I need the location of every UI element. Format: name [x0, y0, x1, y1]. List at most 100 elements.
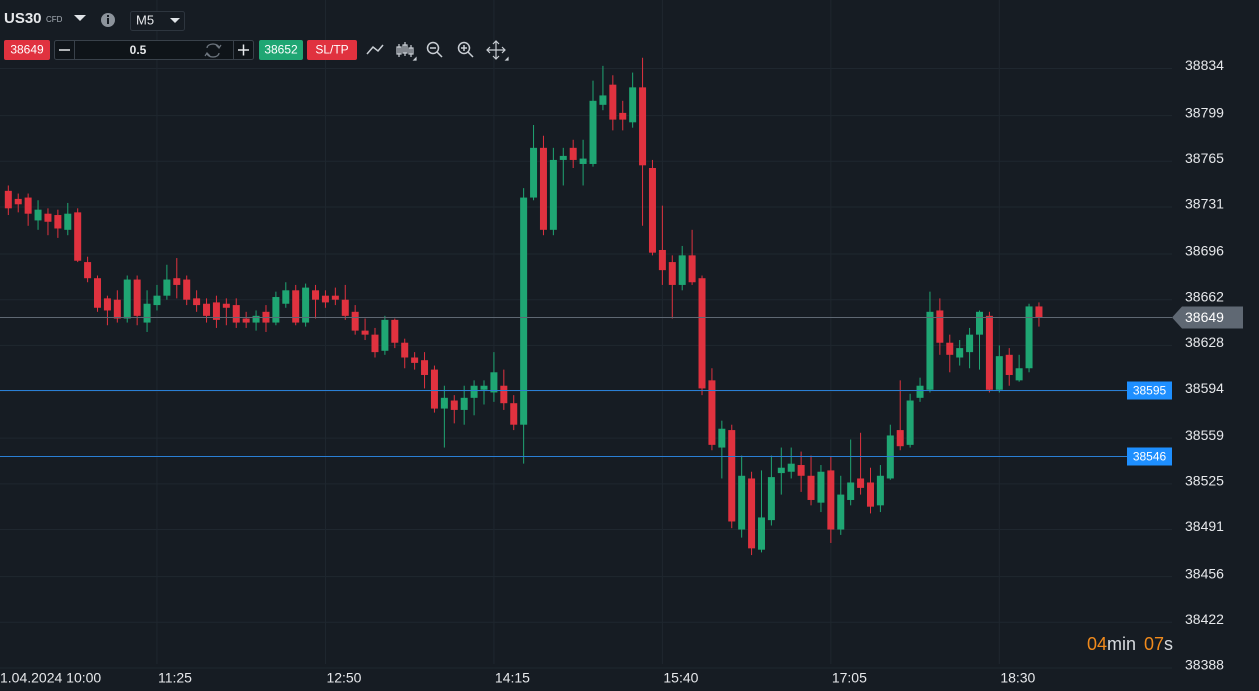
timer-min-unit: min: [1107, 634, 1136, 654]
zoom-out-icon: [430, 47, 443, 58]
candle-body: [876, 475, 884, 506]
timeframe-box[interactable]: [130, 11, 185, 31]
buy-button[interactable]: [259, 40, 303, 60]
candle-body: [401, 342, 409, 358]
candles-icon[interactable]: [396, 42, 417, 61]
candle-body: [24, 197, 32, 214]
candle-body: [480, 385, 488, 390]
x-tick-label: 12:50: [326, 670, 361, 686]
candle-body: [976, 311, 983, 335]
order-bar: 38649 0.5 38652 SL/TP: [4, 40, 509, 61]
y-tick-label: 38799: [1185, 104, 1224, 120]
symbol-dropdown[interactable]: [74, 15, 86, 21]
candle-body: [530, 147, 538, 198]
candle-body: [688, 255, 696, 283]
sltp-button[interactable]: [307, 40, 357, 60]
timer-minutes: 04: [1087, 634, 1107, 654]
current-price-tag: [1172, 306, 1243, 329]
pan-icon[interactable]: [486, 40, 509, 61]
candle-body: [926, 311, 934, 390]
price-tag: [1127, 447, 1172, 466]
candle-body: [718, 428, 726, 448]
y-tick-label: 38456: [1185, 565, 1224, 581]
candle-body: [668, 262, 676, 285]
reverse-icon[interactable]: [204, 43, 222, 58]
candle-body: [34, 209, 42, 221]
candle-body: [539, 147, 547, 230]
candle-body: [866, 482, 874, 507]
candle-body: [381, 319, 389, 351]
candle-body: [629, 87, 637, 123]
candle-body: [966, 334, 974, 353]
candle-body: [113, 299, 121, 319]
y-tick-label: 38388: [1185, 657, 1224, 673]
x-tick-label: 15:40: [663, 670, 698, 686]
candle-body: [14, 198, 22, 205]
info-icon-bar: [107, 18, 109, 24]
y-tick-label: 38834: [1185, 57, 1224, 73]
candle-body: [84, 262, 92, 279]
candle-body: [460, 397, 468, 410]
lots-input[interactable]: [54, 40, 254, 60]
price-tag: [1127, 381, 1172, 400]
y-tick-label: 38594: [1185, 380, 1224, 396]
x-tick-label: 18:30: [1000, 670, 1035, 686]
timeframe-dropdown: [170, 18, 180, 23]
sell-button[interactable]: [4, 40, 50, 60]
y-tick-label: 38525: [1185, 473, 1224, 489]
candle-body: [44, 213, 52, 222]
zoom-in-icon[interactable]: [457, 41, 471, 55]
candle-body: [896, 430, 904, 447]
candle-body: [708, 380, 716, 445]
candle-body: [777, 467, 785, 474]
candle-body: [956, 348, 964, 358]
candle-body: [985, 315, 993, 390]
candle-body: [341, 299, 349, 316]
candle-body: [470, 385, 478, 398]
zoom-out-icon[interactable]: [426, 41, 440, 55]
candle-body: [807, 475, 815, 500]
candle-body: [272, 297, 280, 323]
candle-body: [847, 482, 855, 500]
candle-body: [569, 147, 577, 160]
candle-body: [103, 298, 111, 311]
x-tick-label: 14:15: [495, 670, 530, 686]
candle-body: [916, 385, 924, 398]
lots: 0.5: [130, 43, 147, 57]
candle-body: [678, 255, 686, 285]
price-tag-label: 38595: [1133, 384, 1167, 398]
candle-body: [500, 385, 508, 404]
price-tag-label: 38546: [1133, 450, 1167, 464]
candle-body: [411, 357, 419, 363]
candle-body: [203, 303, 211, 316]
candle-body: [748, 478, 756, 549]
candle-body: [995, 356, 1003, 390]
candle-body: [143, 303, 151, 323]
y-tick-label: 38696: [1185, 243, 1224, 259]
candle-body: [639, 87, 647, 166]
candle-body: [589, 100, 597, 164]
candle-body: [54, 215, 62, 229]
info-icon-dot: [107, 15, 109, 17]
timeframe: M5: [136, 12, 154, 27]
candle-body: [282, 290, 290, 304]
candle-body: [222, 303, 230, 308]
zoom-in-icon: [461, 45, 474, 58]
candle-body: [1025, 306, 1033, 369]
candle-body: [163, 279, 171, 296]
candle-body: [321, 295, 329, 303]
candle-body: [183, 279, 191, 300]
candle-body: [153, 295, 161, 306]
candle-body: [787, 463, 795, 472]
timer-sec-unit: s: [1164, 634, 1173, 654]
candle-body: [827, 470, 835, 530]
y-tick-label: 38422: [1185, 611, 1224, 627]
symbol[interactable]: US30: [4, 10, 42, 27]
x-tick-label: 11:25: [158, 670, 192, 686]
x-tick-label: 17:05: [832, 670, 867, 686]
candle-body: [1035, 306, 1043, 318]
ask-price: 38652: [264, 43, 298, 57]
line-chart-icon[interactable]: [366, 44, 384, 55]
candle-body: [232, 305, 240, 323]
